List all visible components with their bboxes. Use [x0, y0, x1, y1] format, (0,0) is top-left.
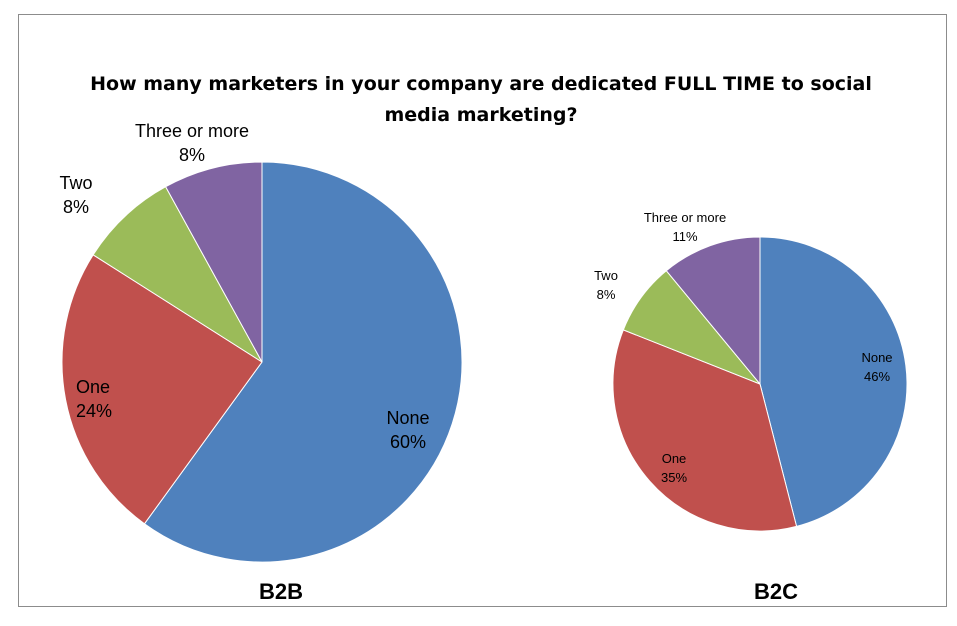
- b2b-value-two: 8%: [63, 197, 89, 217]
- b2b-value-three-or-more: 8%: [179, 145, 205, 165]
- chart-title-line-2: media marketing?: [385, 104, 578, 126]
- b2c-value-three-or-more: 11%: [672, 229, 697, 244]
- b2c-label-one: One: [662, 451, 687, 466]
- b2c-label-none: None: [861, 350, 892, 365]
- pie-b2b: None 60% One 24% Two 8% Three or more 8%: [59, 121, 463, 563]
- b2b-value-none: 60%: [390, 432, 426, 452]
- b2b-label-two: Two: [59, 173, 92, 193]
- b2c-value-two: 8%: [597, 287, 616, 302]
- b2c-slice-one: [612, 329, 798, 532]
- chart-title-line-1: How many marketers in your company are d…: [90, 73, 872, 95]
- b2b-label-three-or-more: Three or more: [135, 121, 249, 141]
- b2c-value-none: 46%: [864, 369, 890, 384]
- b2c-slice-three-or-more: [665, 236, 761, 386]
- pie-b2b-subtitle: B2B: [259, 579, 303, 604]
- b2b-slice-two: [92, 186, 263, 363]
- pie-b2c: None 46% One 35% Two 8% Three or more 11%: [594, 210, 908, 532]
- b2b-value-one: 24%: [76, 401, 112, 421]
- b2b-slice-none: [143, 161, 463, 563]
- b2b-slice-three-or-more: [164, 161, 263, 363]
- pie-b2c-subtitle: B2C: [754, 579, 798, 604]
- b2c-label-three-or-more: Three or more: [644, 210, 726, 225]
- b2b-label-none: None: [386, 408, 429, 428]
- b2b-slice-one: [61, 254, 263, 525]
- b2c-value-one: 35%: [661, 470, 687, 485]
- b2b-label-one: One: [76, 377, 110, 397]
- b2c-slice-none: [759, 236, 908, 527]
- b2c-label-two: Two: [594, 268, 618, 283]
